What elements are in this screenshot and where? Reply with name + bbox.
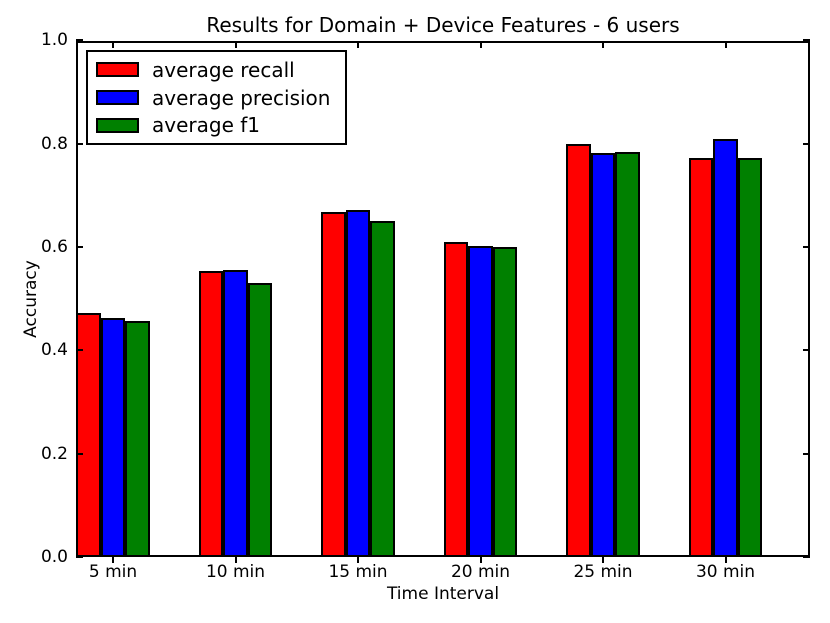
y-tick-label: 0.8 [40,133,68,154]
bar-average-f1-25-min [615,151,640,557]
x-tick-mark-top [234,41,237,48]
bar-average-f1-30-min [737,157,763,557]
x-tick-mark-bottom [724,557,727,563]
legend-swatch-average-f1 [96,117,139,133]
x-tick-label: 30 min [695,562,756,582]
y-tick-mark-left [76,142,83,145]
x-tick-label: 15 min [328,562,388,582]
x-tick-mark-bottom [357,557,359,563]
plot-area [76,39,810,563]
x-tick-label: 5 min [88,562,138,582]
y-tick-mark-right [803,39,810,42]
y-tick-mark-right [803,349,810,352]
y-tick-mark-left [76,39,83,42]
legend-label: average recall [152,57,295,82]
legend: average recall average precision average f… [86,50,347,145]
chart-title: Results for Domain + Device Features - 6… [206,13,680,37]
x-tick-mark-top [112,41,114,48]
bar-average-precision-25-min [590,152,616,557]
x-axis-label: Time Interval [386,584,500,604]
legend-row-average-f1: average f1 [96,115,337,135]
x-tick-mark-top [602,41,604,48]
y-tick-mark-right [803,452,810,455]
x-tick-mark-top [479,41,482,48]
x-tick-label: 25 min [573,562,633,582]
y-tick-label: 0.4 [40,340,68,361]
legend-swatch-average-recall [96,62,139,78]
x-tick-mark-bottom [602,557,604,563]
legend-label: average precision [152,85,331,110]
y-tick-label: 0.2 [40,443,68,464]
bar-average-recall-20-min [443,241,469,557]
bar-average-precision-15-min [345,210,371,557]
y-tick-mark-left [76,246,83,248]
bar-average-recall-25-min [566,143,591,557]
bar-average-precision-5-min [100,317,126,557]
y-tick-label: 1.0 [40,30,68,51]
x-tick-label: 20 min [450,562,511,582]
legend-row-average-recall: average recall [96,60,337,80]
bar-average-f1-10-min [247,282,273,557]
y-tick-label: 0.6 [40,237,68,257]
bar-average-f1-15-min [370,221,395,557]
y-tick-mark-left [76,349,83,352]
x-tick-mark-bottom [479,557,482,563]
legend-row-average-precision: average precision [96,88,337,108]
y-axis-label: Accuracy [21,260,41,338]
legend-swatch-average-precision [96,90,139,105]
x-tick-mark-bottom [112,557,114,563]
y-tick-mark-right [803,142,810,145]
bar-average-precision-10-min [223,270,248,557]
x-tick-mark-top [357,41,359,48]
bar-average-recall-15-min [321,212,346,557]
bar-average-f1-20-min [492,247,518,557]
x-tick-mark-bottom [234,557,237,563]
y-tick-mark-left [76,452,83,455]
x-tick-label: 10 min [205,562,266,582]
y-tick-mark-right [803,246,810,248]
bar-average-recall-30-min [688,158,714,557]
y-tick-mark-right [803,556,810,558]
bar-average-f1-5-min [125,321,150,557]
bar-average-precision-20-min [468,245,493,557]
y-tick-mark-left [76,556,83,558]
bar-average-precision-30-min [713,138,738,557]
x-tick-mark-top [724,41,727,48]
y-tick-label: 0.0 [40,547,68,567]
bar-average-recall-10-min [198,271,224,557]
legend-label: average f1 [152,113,260,138]
